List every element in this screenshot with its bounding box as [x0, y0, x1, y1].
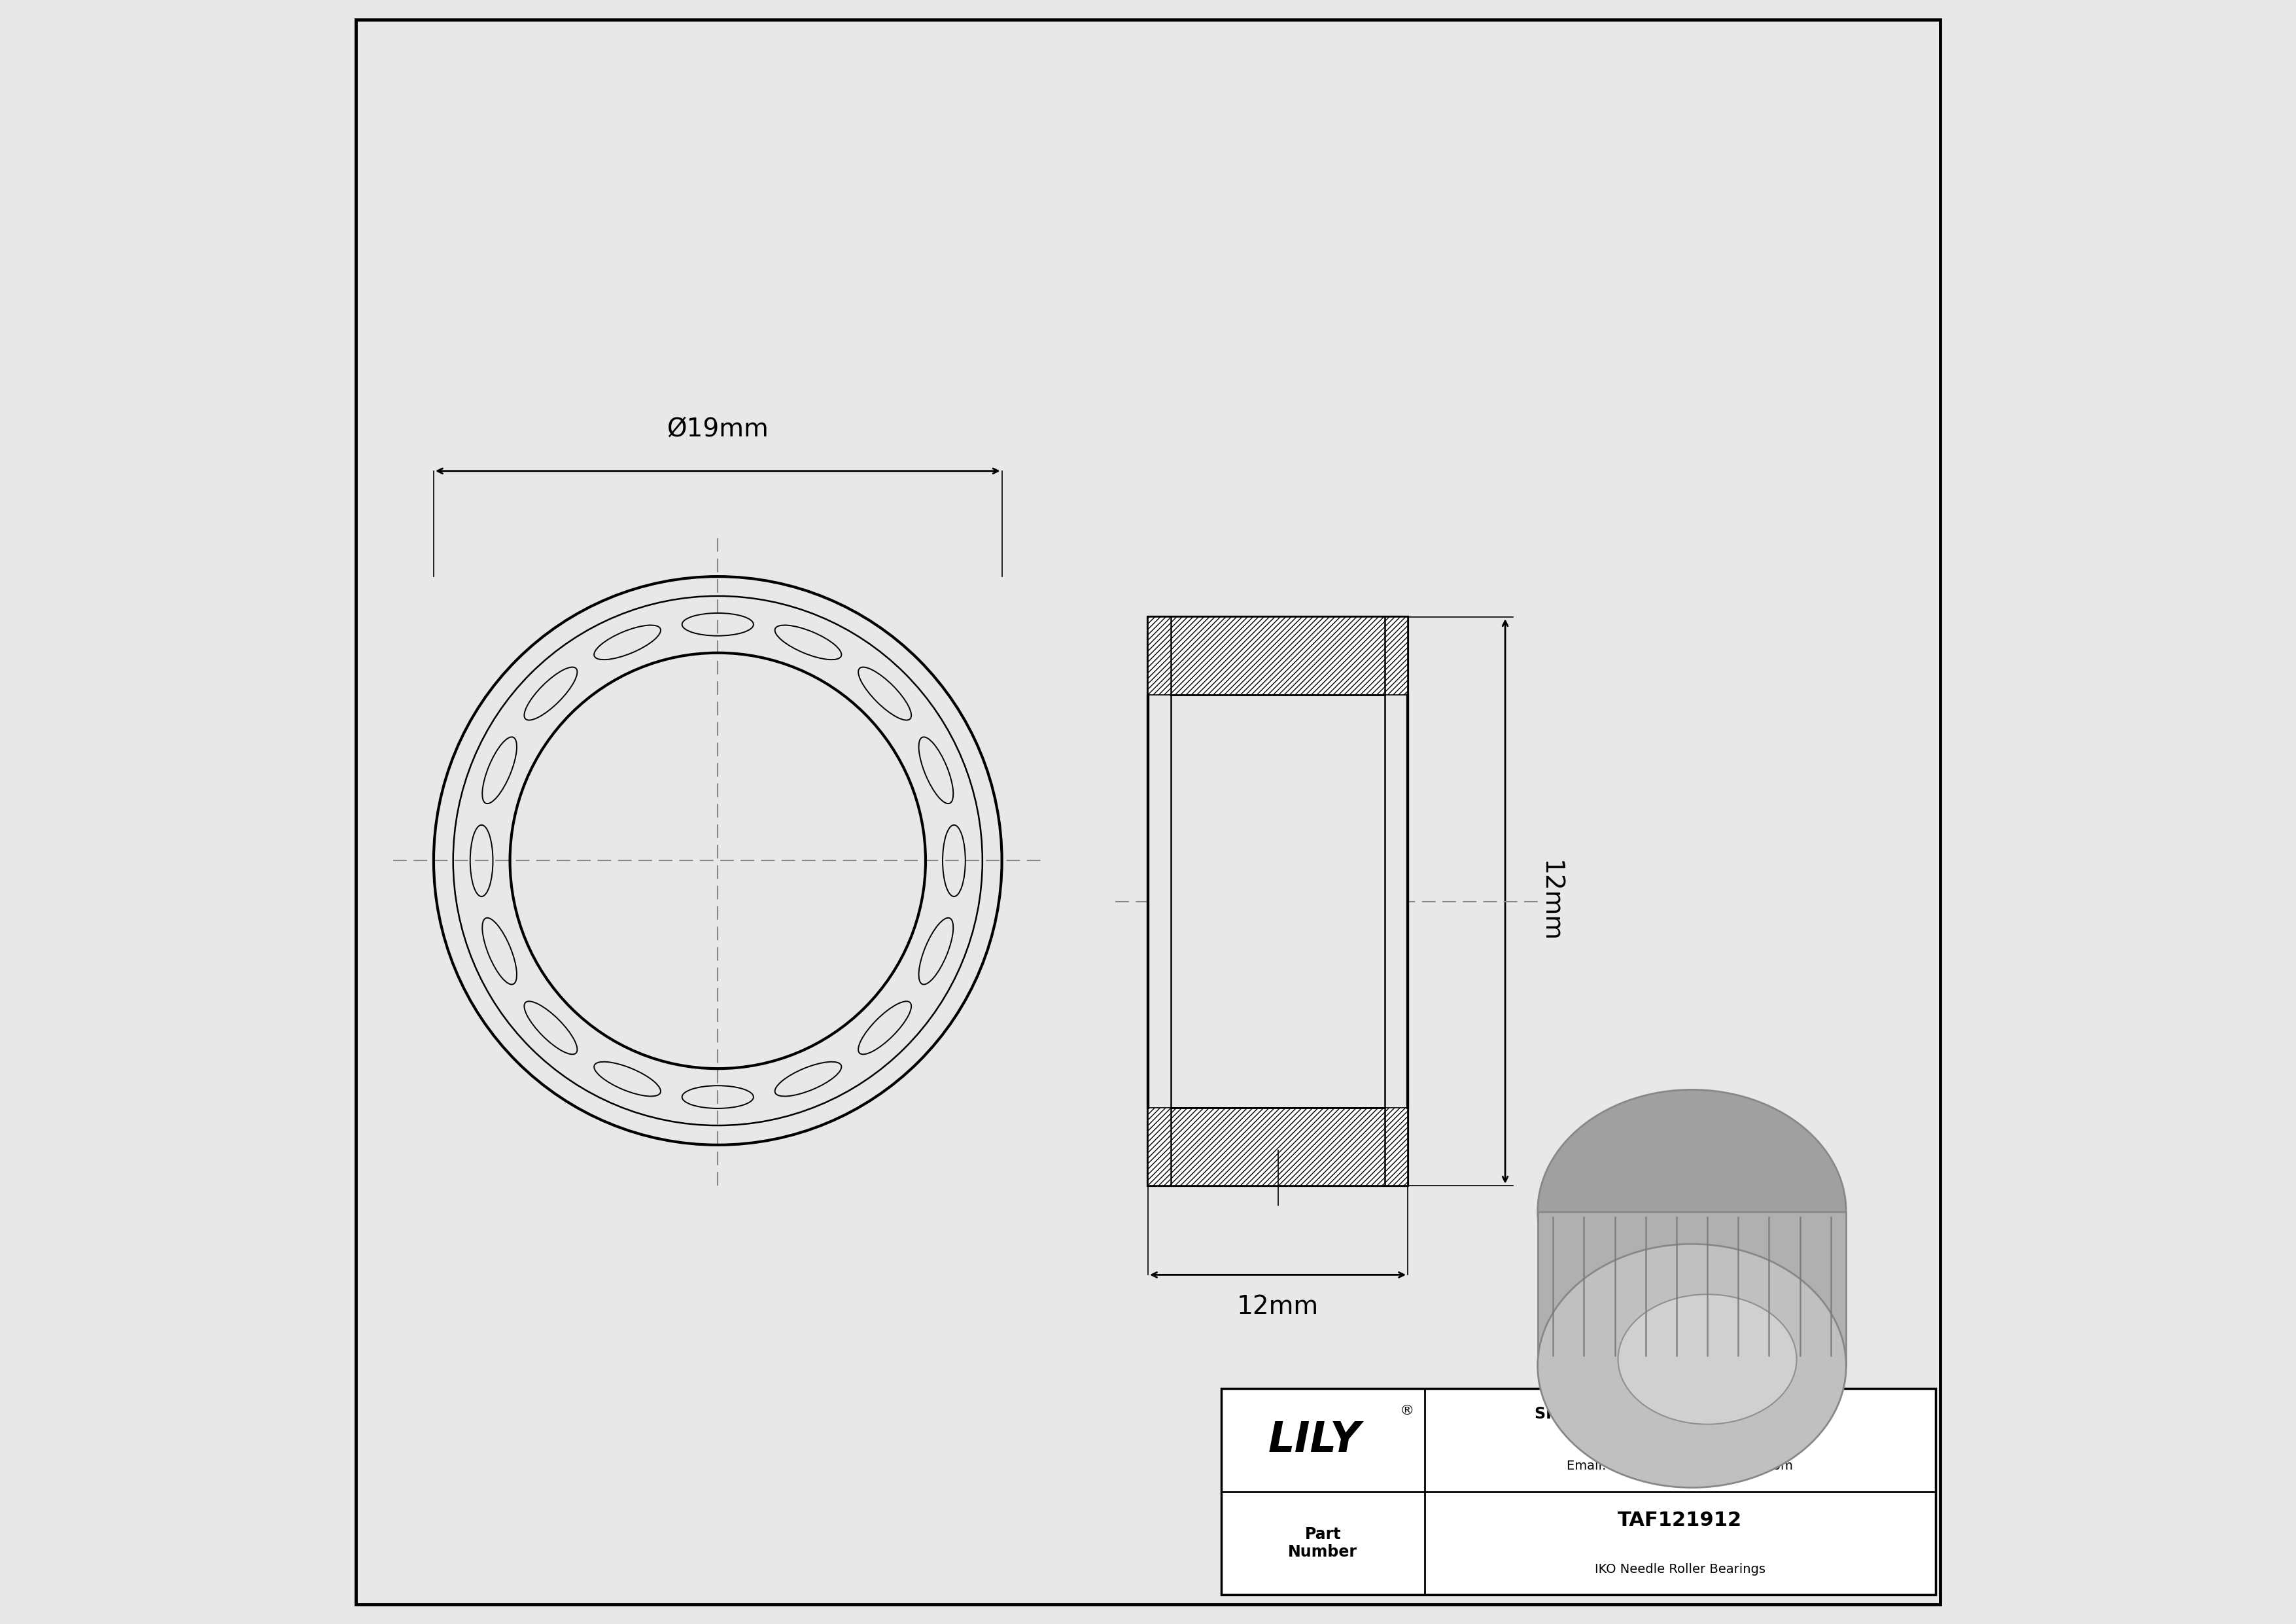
Ellipse shape [1538, 1090, 1846, 1333]
Polygon shape [1148, 1108, 1407, 1186]
Polygon shape [1148, 617, 1407, 1186]
Text: Part
Number: Part Number [1288, 1527, 1357, 1561]
Text: IKO Needle Roller Bearings: IKO Needle Roller Bearings [1596, 1562, 1766, 1575]
Polygon shape [1221, 1389, 1936, 1595]
Text: ®: ® [1401, 1405, 1414, 1418]
Text: Ø19mm: Ø19mm [666, 417, 769, 442]
Ellipse shape [1538, 1244, 1846, 1488]
Text: Email: lilybearing@lily-bearing.com: Email: lilybearing@lily-bearing.com [1566, 1460, 1793, 1473]
Text: 12mm: 12mm [1538, 861, 1564, 942]
Text: SHANGHAI LILY BEARING LIMITED: SHANGHAI LILY BEARING LIMITED [1534, 1406, 1825, 1423]
Text: 12mm: 12mm [1238, 1294, 1318, 1319]
Polygon shape [1148, 617, 1407, 695]
Ellipse shape [1619, 1294, 1795, 1424]
Text: LILY: LILY [1267, 1419, 1362, 1460]
Text: TAF121912: TAF121912 [1619, 1510, 1743, 1530]
Polygon shape [1538, 1212, 1846, 1366]
